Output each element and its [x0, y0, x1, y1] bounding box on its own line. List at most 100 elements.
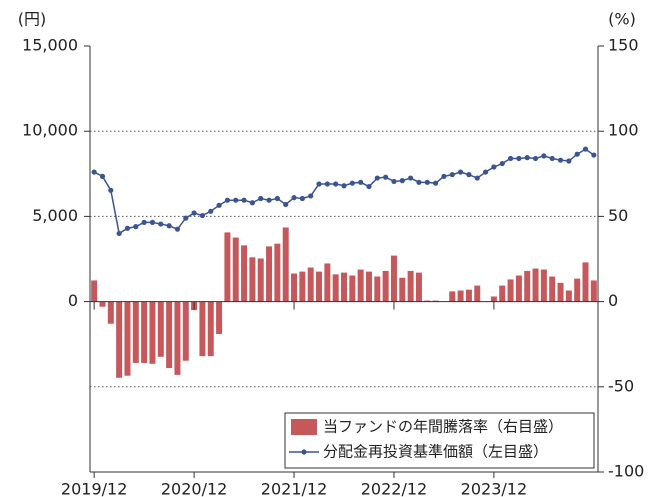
- legend-swatch: [291, 419, 317, 435]
- bar: [174, 301, 181, 375]
- y2-tick-label: -100: [608, 462, 644, 481]
- bar: [424, 300, 431, 302]
- point: [457, 169, 464, 175]
- bar: [515, 275, 522, 302]
- bar: [249, 257, 256, 302]
- y-tick-label: 10,000: [22, 121, 78, 140]
- bar: [365, 271, 372, 302]
- bar: [157, 301, 164, 357]
- bar: [499, 285, 506, 302]
- point: [449, 172, 455, 178]
- point: [349, 180, 355, 186]
- point: [441, 173, 447, 179]
- bar: [149, 301, 156, 364]
- y-tick-label: 15,000: [22, 36, 78, 55]
- point: [549, 155, 555, 162]
- y2-tick-label: 50: [608, 206, 628, 225]
- point: [299, 195, 305, 202]
- bar: [574, 278, 581, 302]
- point: [324, 181, 330, 187]
- point: [341, 183, 347, 189]
- point: [399, 178, 405, 184]
- x-tick-label: 2021/12: [261, 480, 327, 497]
- point: [482, 169, 489, 175]
- point: [499, 160, 505, 167]
- point: [141, 219, 147, 225]
- bar: [457, 290, 464, 302]
- bar: [557, 282, 564, 302]
- point: [233, 197, 239, 203]
- bar: [374, 276, 381, 302]
- bar: [316, 271, 323, 302]
- point: [158, 221, 164, 227]
- bar: [399, 277, 406, 302]
- point: [258, 195, 264, 202]
- y2-tick-label: 100: [608, 121, 639, 140]
- bar: [132, 301, 139, 363]
- point: [474, 175, 480, 181]
- bar: [565, 290, 572, 302]
- bar: [299, 271, 306, 302]
- bar: [524, 270, 531, 302]
- legend-box: [284, 412, 595, 469]
- point: [416, 179, 422, 185]
- bar: [91, 280, 98, 302]
- point: [166, 223, 172, 229]
- point: [566, 158, 572, 164]
- bar: [474, 285, 481, 302]
- point: [224, 197, 231, 203]
- y-tick-label: 0: [68, 291, 78, 310]
- bar: [349, 275, 356, 302]
- bar: [224, 232, 231, 302]
- point: [274, 195, 280, 202]
- point: [174, 226, 181, 232]
- bar: [324, 263, 331, 302]
- point: [582, 146, 589, 152]
- y-tick-label: 5,000: [32, 206, 78, 225]
- point: [133, 224, 139, 230]
- point: [208, 208, 214, 214]
- point: [183, 215, 189, 221]
- x-tick-label: 2019/12: [61, 480, 127, 497]
- bar: [449, 291, 456, 302]
- bar: [124, 301, 131, 376]
- point: [574, 151, 580, 157]
- point: [391, 178, 397, 185]
- bar: [357, 269, 364, 302]
- point: [199, 212, 206, 219]
- legend-label: 当ファンドの年間騰落率（右目盛）: [323, 418, 563, 436]
- point: [283, 201, 289, 208]
- bar: [116, 301, 123, 378]
- point: [491, 164, 497, 170]
- bar: [432, 300, 439, 302]
- bar: [199, 301, 206, 357]
- bar: [549, 276, 556, 302]
- point: [541, 153, 547, 159]
- point: [408, 175, 414, 181]
- point: [507, 155, 514, 162]
- bar: [241, 245, 248, 302]
- point: [424, 179, 430, 185]
- bar: [407, 270, 414, 302]
- bar: [532, 268, 539, 302]
- bar: [490, 296, 497, 302]
- x-tick-label: 2020/12: [161, 480, 227, 497]
- bar: [582, 262, 589, 302]
- point: [524, 155, 530, 161]
- y-unit-label: (円): [18, 10, 47, 29]
- point: [366, 183, 372, 190]
- bar: [257, 258, 264, 302]
- bar: [341, 272, 347, 302]
- bar: [332, 274, 339, 302]
- point: [266, 197, 272, 203]
- point: [99, 173, 106, 179]
- bar: [232, 237, 239, 302]
- point: [308, 193, 314, 199]
- point: [433, 180, 439, 186]
- bar: [141, 301, 148, 363]
- bar: [465, 289, 472, 302]
- point: [149, 219, 156, 225]
- y2-tick-label: 0: [608, 291, 618, 310]
- point: [532, 155, 539, 162]
